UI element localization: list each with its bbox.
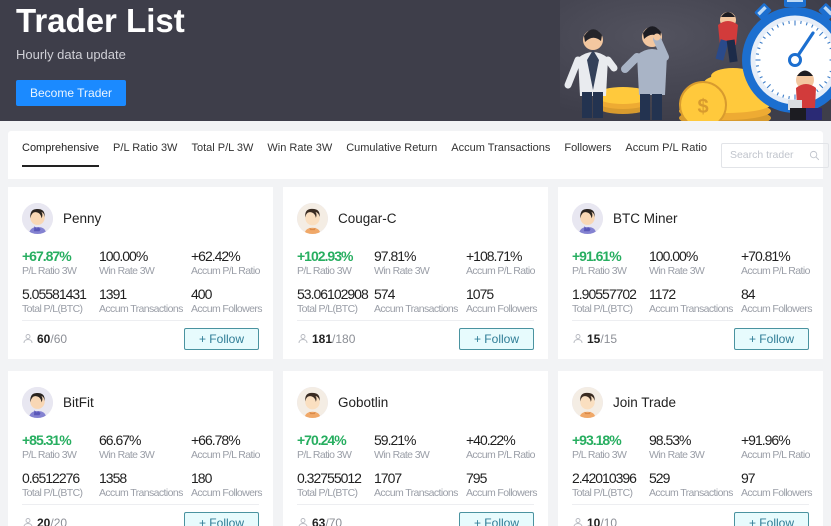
svg-text:$: $ [697,96,708,118]
